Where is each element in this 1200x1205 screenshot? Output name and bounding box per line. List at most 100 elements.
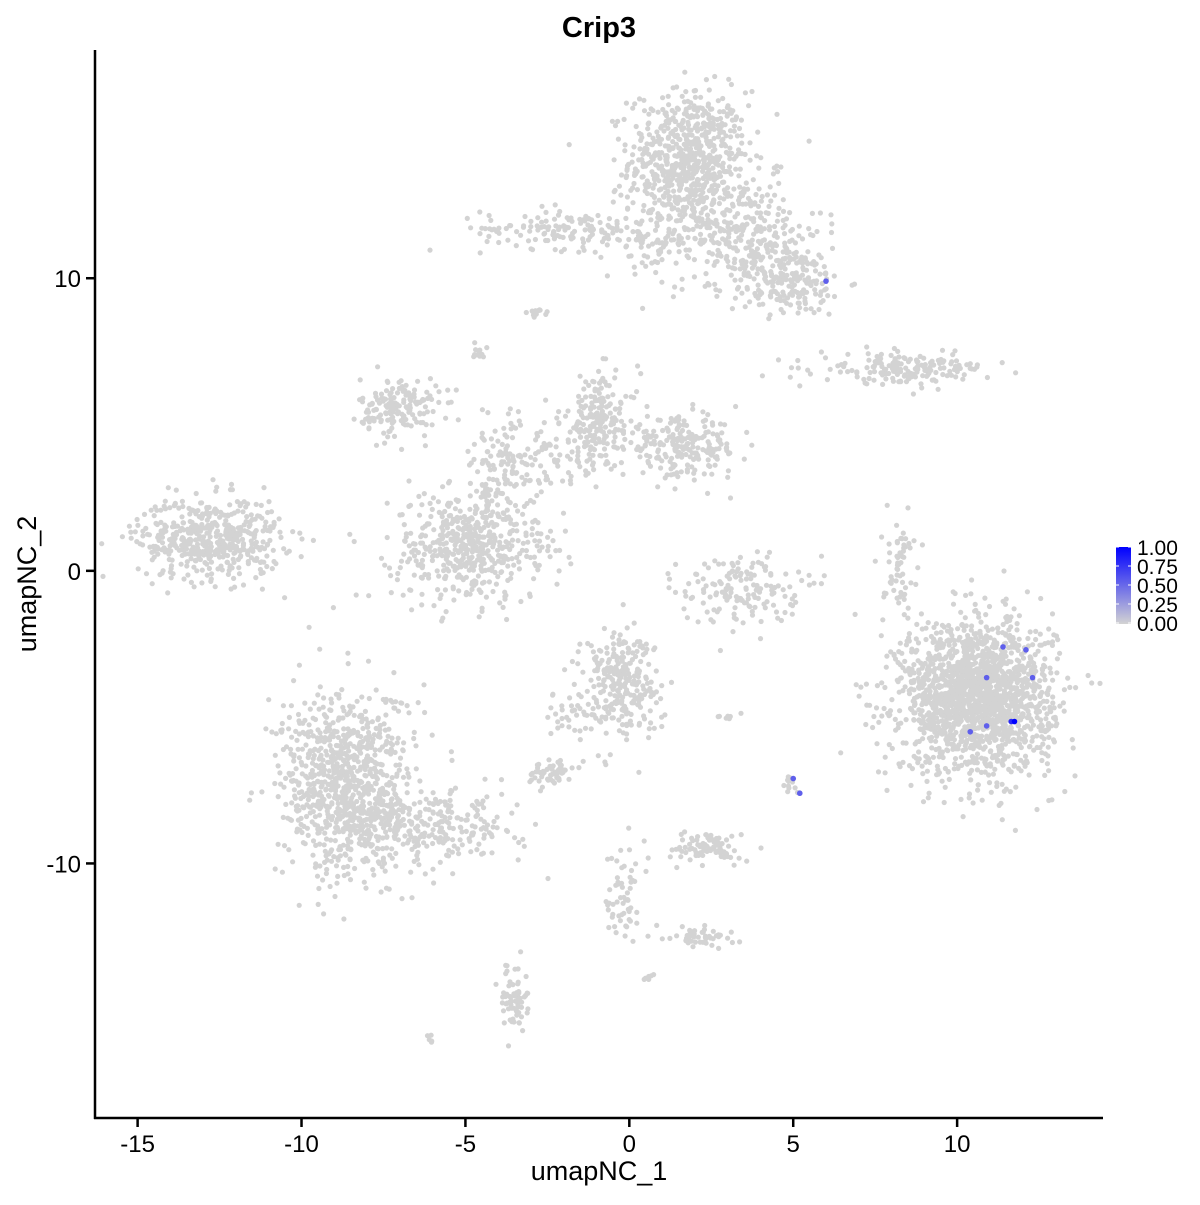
cell-point [206,565,212,572]
cell-point [1030,642,1036,648]
cell-point [222,552,228,558]
cell-point [580,415,586,421]
cell-point [552,202,558,208]
cell-point [467,493,473,499]
cell-point [605,394,611,400]
cell-point [639,134,645,141]
cell-point [936,676,943,682]
cell-point [802,300,809,307]
cell-point [543,397,549,403]
cell-point [911,670,917,676]
cell-point [690,440,696,446]
cell-point [927,688,933,694]
cell-point [712,281,718,287]
cell-point [471,441,477,447]
cell-point [701,221,707,227]
cell-point [479,407,485,413]
cell-point [560,234,566,240]
cell-point [622,142,628,148]
cell-point [691,477,697,483]
cell-point [759,193,765,200]
cell-point [930,700,936,706]
cell-point [726,234,732,240]
cell-point [576,393,582,399]
cell-point [246,523,252,530]
cell-point [725,103,731,109]
cell-point [938,629,944,636]
cell-point [208,559,215,565]
cell-point [636,96,643,102]
cell-point [965,663,971,669]
cell-point [756,186,762,192]
cell-point [665,125,671,131]
cell-point [286,548,292,554]
cell-point [1072,773,1078,779]
cell-point [495,547,501,553]
cell-point [939,778,945,784]
cell-point [681,162,687,168]
cell-point [1027,629,1033,635]
cell-point [930,705,936,711]
cell-point [660,106,666,113]
cell-point [464,589,470,596]
cell-point [646,132,653,138]
cell-point [1039,757,1045,764]
cell-point [923,759,929,765]
cell-point [705,101,712,107]
cell-point [231,550,237,556]
cell-point [606,429,613,435]
cell-point [411,572,417,578]
cell-point [863,721,869,728]
cell-point [975,787,981,793]
cell-point [917,353,923,359]
cell-point [650,107,656,114]
cell-point [782,266,788,272]
cell-point [982,660,988,666]
cell-point [1034,714,1040,721]
cell-point [422,404,428,410]
cell-point [577,373,583,379]
cell-point [446,560,452,566]
cell-point [488,436,494,442]
cell-point [871,369,878,375]
cell-point [155,551,161,557]
cell-point [906,631,913,637]
cell-point [707,451,713,457]
cell-point [799,272,806,278]
cell-point [1057,650,1063,656]
cell-point [217,514,223,520]
cell-point [601,446,608,452]
cell-point [690,406,696,412]
cell-point [728,272,734,278]
cell-point [542,230,548,236]
cell-point [482,226,488,232]
cell-point [884,653,890,659]
cell-point [180,520,186,526]
cell-point [623,393,629,399]
cell-point [382,562,388,568]
cell-point [669,455,675,461]
cell-point [910,698,916,704]
cell-point [1041,673,1047,679]
cell-point [631,180,637,187]
cell-point [959,712,966,719]
cell-point [481,437,487,443]
cell-point [700,199,706,205]
cell-point [882,684,888,691]
cell-point [450,551,456,557]
cell-point [757,214,764,220]
cell-point [532,560,538,567]
cell-point [539,544,545,550]
cell-point [1019,683,1025,689]
cell-point [128,535,134,541]
cell-point [788,290,795,296]
cell-point [435,499,441,505]
cell-point [923,673,929,679]
cell-point [575,419,581,425]
cell-point [934,733,940,739]
cell-point [700,447,706,453]
cell-point [712,73,718,80]
cell-point [749,88,755,95]
cell-point [1026,772,1032,778]
cell-point [1016,658,1022,664]
